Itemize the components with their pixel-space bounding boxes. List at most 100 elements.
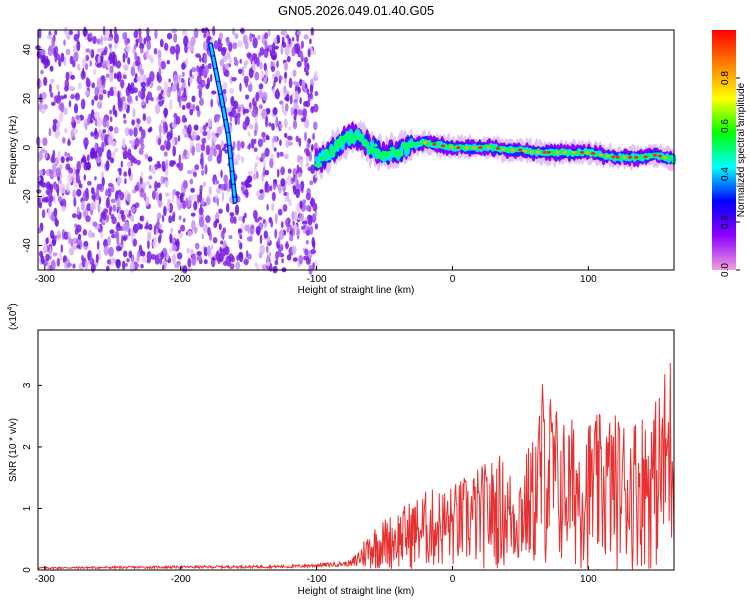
noise-blob [205,144,211,156]
noise-blob [295,42,301,54]
noise-blob [224,63,230,70]
noise-blob [127,57,131,65]
noise-blob [266,254,270,264]
noise-blob [229,115,233,123]
noise-blob [232,100,239,110]
noise-blob [303,87,307,93]
noise-blob [95,253,99,264]
noise-blob [196,255,203,262]
noise-blob [132,238,138,247]
noise-blob [48,198,52,208]
noise-blob [142,113,146,122]
noise-blob [218,223,222,231]
noise-blob [292,119,298,130]
noise-blob [98,128,102,138]
noise-blob [275,116,279,128]
noise-blob [90,113,93,125]
noise-blob [201,169,205,176]
noise-blob [68,85,74,90]
noise-blob [241,66,245,77]
noise-blob [150,97,154,102]
noise-blob [42,244,48,254]
noise-blob [197,194,200,204]
noise-blob [178,154,181,164]
noise-blob [133,263,140,268]
noise-blob [288,77,293,89]
snr-panel: -300 -200 -100 0 100 0 1 2 3 Height of straight… [7,303,675,597]
ridge-peak [657,154,662,158]
noise-blob [158,223,163,229]
noise-blob [114,43,118,50]
noise-blob [309,225,314,235]
noise-blob [130,215,135,222]
noise-blob [157,212,162,220]
noise-blob [247,132,251,137]
noise-blob [259,61,263,70]
noise-blob [141,99,145,106]
ridge-peak [580,151,585,154]
noise-blob [290,107,295,115]
noise-blob [158,93,163,101]
noise-blob [314,90,319,97]
noise-blob [53,194,56,204]
streak-inner [209,43,237,203]
noise-blob [73,103,79,114]
noise-blob [262,91,268,102]
noise-blob [171,193,175,203]
noise-blob [140,81,146,88]
noise-blob [259,189,264,194]
noise-blob [274,45,279,50]
noise-blob [102,49,107,56]
noise-blob [160,90,164,95]
noise-blob [169,45,176,55]
noise-blob [127,148,132,155]
noise-blob [191,254,197,266]
noise-blob [173,113,178,119]
noise-blob [300,160,304,169]
noise-blob [298,254,304,265]
noise-blob [210,244,214,251]
colorbar-tick-label: 0.6 [720,119,731,133]
noise-blob [156,160,161,168]
noise-blob [178,232,184,239]
snr-y-axis-label: SNR (10 * v/v) [8,418,19,482]
noise-blob [89,32,93,39]
noise-blob [135,95,138,102]
noise-blob [107,36,113,42]
noise-blob [222,227,227,234]
y-tick-label: 1 [22,505,33,511]
noise-blob [38,28,42,39]
noise-blob [228,111,233,117]
noise-blob [121,96,126,102]
noise-blob [300,50,304,61]
noise-blob [66,33,71,40]
noise-blob [160,60,166,70]
noise-blob [153,225,157,236]
noise-blob [220,47,227,56]
noise-blob [67,172,73,184]
noise-blob [51,101,56,107]
noise-blob [82,67,85,78]
noise-blob [204,65,209,75]
noise-blob [244,78,249,88]
noise-blob [203,53,208,65]
noise-blob [154,29,158,40]
noise-blob [103,245,110,256]
noise-blob [239,28,244,33]
noise-blob [297,86,301,94]
snr-frame [37,329,675,571]
noise-blob [285,93,290,103]
noise-blob [276,151,280,159]
noise-blob [202,40,208,51]
noise-blob [294,224,298,232]
noise-blob [96,183,103,190]
noise-blob [97,202,101,213]
noise-blob [175,50,179,61]
noise-blob [194,242,200,250]
noise-region [35,25,319,275]
noise-blob [204,164,208,175]
noise-blob [294,211,298,222]
noise-blob [172,253,176,265]
noise-blob [274,259,279,266]
noise-blob [207,35,212,41]
